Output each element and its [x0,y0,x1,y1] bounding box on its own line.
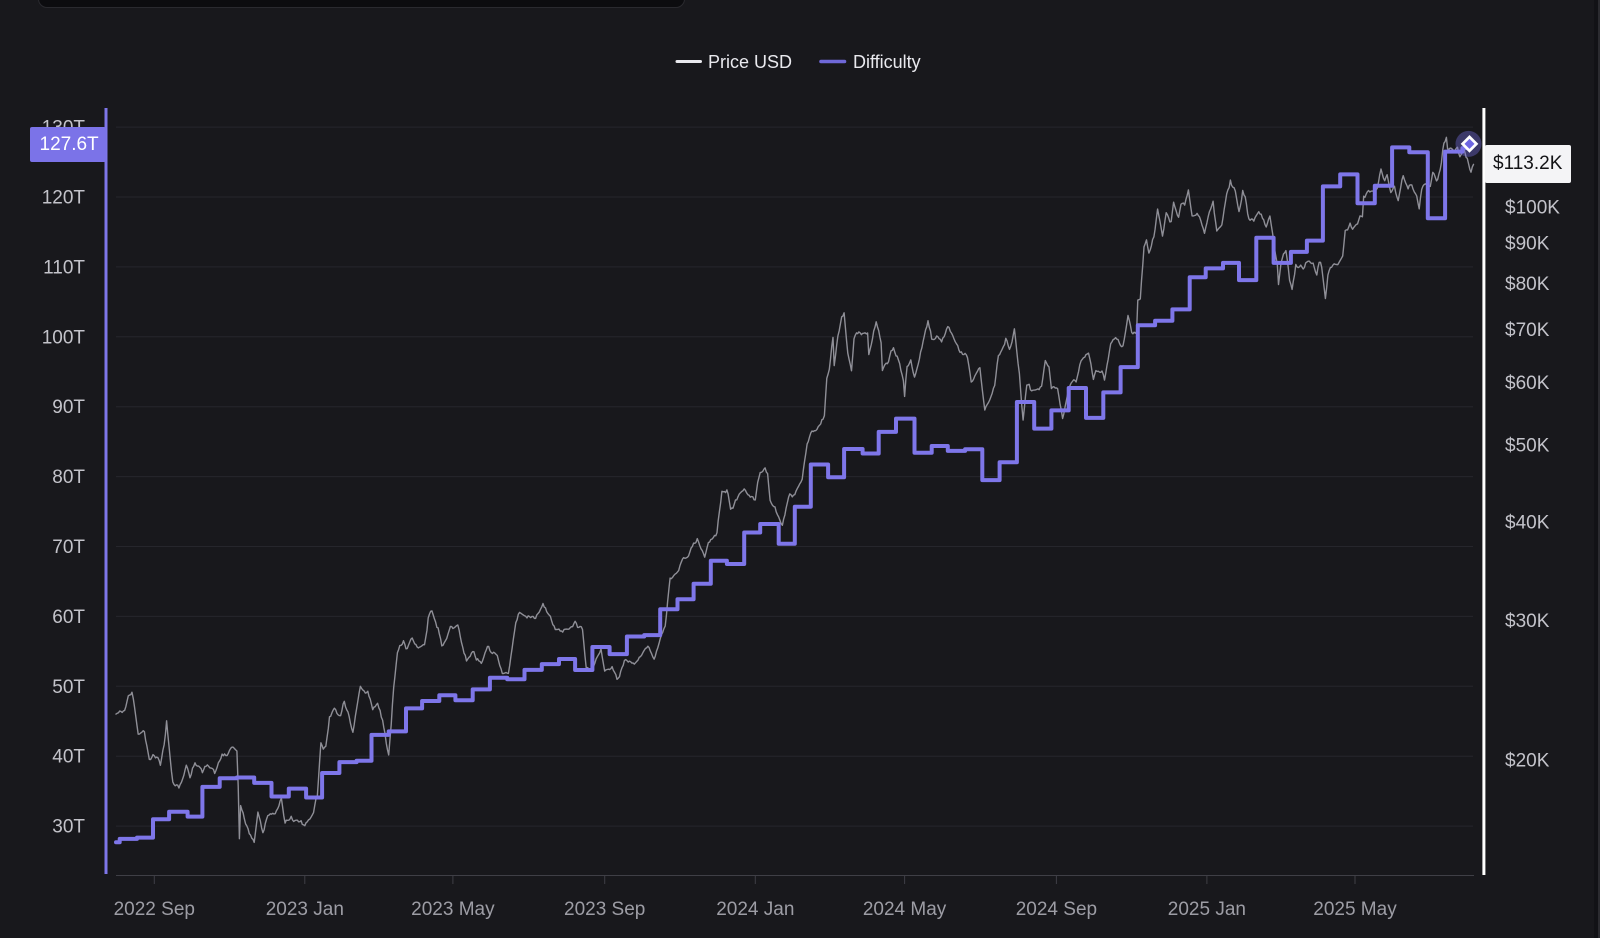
svg-text:$60K: $60K [1505,373,1550,394]
svg-text:40T: 40T [52,747,85,768]
svg-text:70T: 70T [52,537,85,558]
svg-text:2022 Sep: 2022 Sep [114,899,195,920]
svg-text:2024 Jan: 2024 Jan [716,899,794,920]
svg-text:Price USD: Price USD [708,52,792,72]
svg-text:100T: 100T [42,327,86,348]
svg-text:$40K: $40K [1505,512,1550,533]
svg-text:2025 Jan: 2025 Jan [1168,899,1246,920]
svg-text:$30K: $30K [1505,611,1550,632]
svg-text:$90K: $90K [1505,234,1550,255]
svg-text:50T: 50T [52,677,85,698]
svg-text:2025 May: 2025 May [1313,899,1397,920]
svg-text:30T: 30T [52,817,85,838]
svg-text:$100K: $100K [1505,198,1560,219]
svg-text:90T: 90T [52,397,85,418]
svg-text:120T: 120T [42,188,86,209]
svg-text:Difficulty: Difficulty [853,52,921,72]
svg-text:2023 Jan: 2023 Jan [266,899,344,920]
svg-text:$20K: $20K [1505,751,1550,772]
svg-text:$80K: $80K [1505,274,1550,295]
svg-text:80T: 80T [52,467,85,488]
svg-text:$70K: $70K [1505,320,1550,341]
svg-text:2024 Sep: 2024 Sep [1016,899,1097,920]
svg-text:2023 May: 2023 May [411,899,495,920]
svg-text:$50K: $50K [1505,436,1550,457]
svg-text:60T: 60T [52,607,85,628]
svg-text:2024 May: 2024 May [863,899,947,920]
svg-text:110T: 110T [43,257,85,278]
svg-text:2023 Sep: 2023 Sep [564,899,645,920]
